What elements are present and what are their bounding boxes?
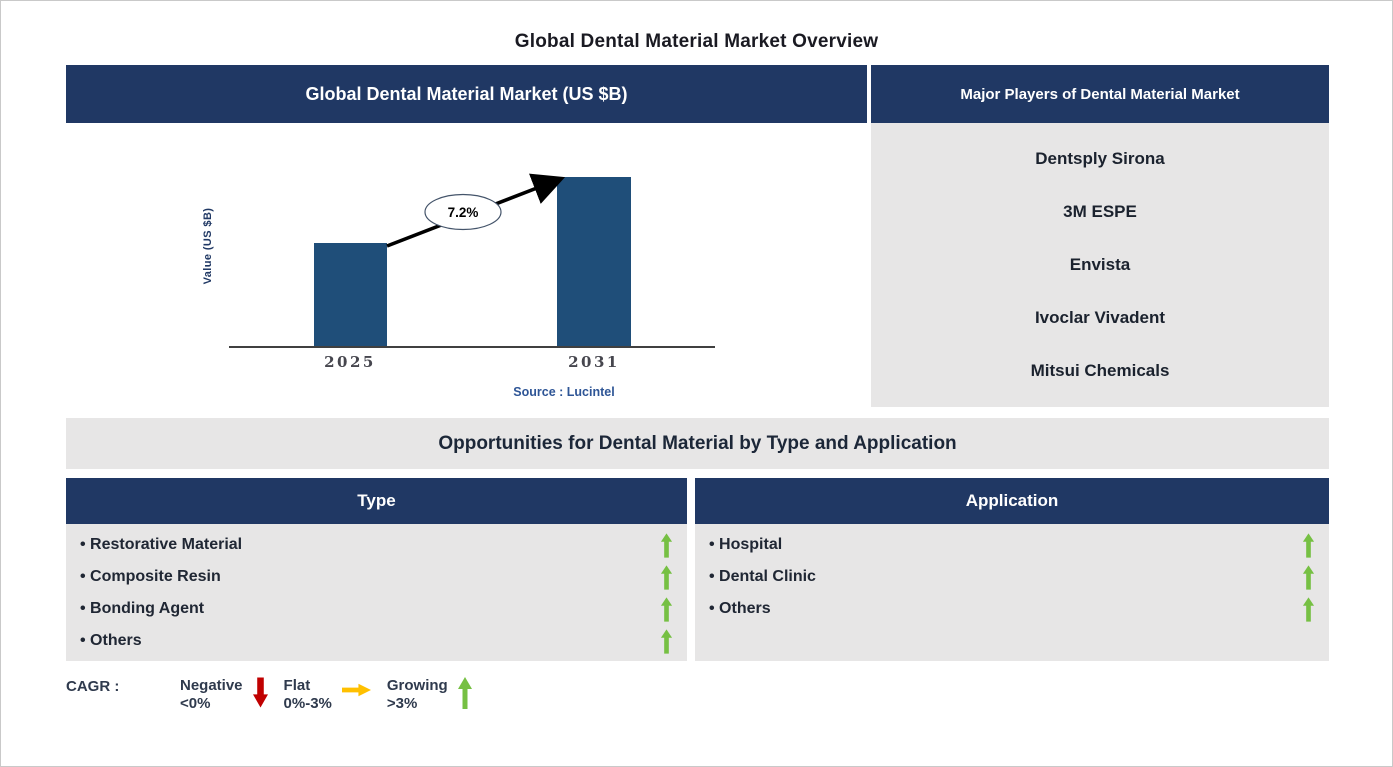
list-item: Composite Resin [66,561,687,593]
y-axis-label: Value (US $B) [202,207,214,285]
chart-panel-header: Global Dental Material Market (US $B) [66,65,867,123]
players-panel-header-label: Major Players of Dental Material Market [960,85,1240,103]
legend-title: CAGR : [66,678,120,695]
application-header-label: Application [965,491,1059,510]
trend-up-arrow-icon [1302,597,1315,622]
trend-up-arrow-icon [660,597,673,622]
negative-down-arrow-icon [252,677,268,708]
cagr-arrow-overlay: 7.2% [386,173,566,248]
bar-2025 [314,243,387,347]
player-item: Mitsui Chemicals [1030,360,1170,380]
growing-up-arrow-icon [457,677,472,709]
cagr-value-label: 7.2% [448,205,479,220]
opportunities-band: Opportunities for Dental Material by Typ… [66,418,1329,469]
player-item: Envista [1069,254,1131,274]
type-item-label: Composite Resin [80,568,221,586]
opportunities-title: Opportunities for Dental Material by Typ… [438,432,957,454]
trend-up-arrow-icon [1302,533,1315,558]
player-item: 3M ESPE [1063,202,1137,222]
x-tick-2031: 2031 [568,353,620,371]
chart-panel-header-label: Global Dental Material Market (US $B) [305,83,628,104]
type-item-label: Others [80,632,142,650]
legend-flat-label: Flat [283,677,311,694]
players-list: Dentsply Sirona 3M ESPE Envista Ivoclar … [871,123,1329,407]
legend-entry-growing: Growing >3% [387,677,474,713]
cagr-growth-arrow [386,173,566,248]
list-item: Restorative Material [66,529,687,561]
trend-up-arrow-icon [660,533,673,558]
bar-chart: Value (US $B) 2025 2031 7.2% Source : Lu… [66,123,867,413]
players-panel-header: Major Players of Dental Material Market [871,65,1329,123]
type-item-label: Bonding Agent [80,600,204,618]
legend-growing-label: Growing [386,677,448,694]
type-column-body: Restorative Material Composite Resin Bon… [66,524,687,661]
flat-right-arrow-icon [341,683,371,697]
trend-up-arrow-icon [660,629,673,654]
legend-growing-range: >3% [386,695,418,712]
bar-2031 [557,177,631,347]
legend-entry-flat: Flat 0%-3% [284,677,373,713]
list-item: Others [66,625,687,657]
type-item-label: Restorative Material [80,536,242,554]
legend-negative-range: <0% [180,695,211,712]
application-item-label: Dental Clinic [709,568,816,586]
x-tick-2025: 2025 [324,353,376,371]
legend-flat-range: 0%-3% [283,695,332,712]
legend-negative-label: Negative [180,677,243,694]
application-item-label: Others [709,600,771,618]
legend-entry-negative: Negative <0% [180,677,270,713]
trend-up-arrow-icon [1302,565,1315,590]
application-column-header: Application [695,478,1329,524]
cagr-legend: CAGR : Negative <0% Flat 0%-3% Growing >… [66,677,488,713]
application-item-label: Hospital [709,536,782,554]
x-axis-line [229,346,715,348]
player-item: Dentsply Sirona [1035,149,1165,169]
application-column-body: Hospital Dental Clinic Others [695,524,1329,661]
source-note: Source : Lucintel [513,385,615,399]
list-item: Hospital [695,529,1329,561]
trend-up-arrow-icon [660,565,673,590]
player-item: Ivoclar Vivadent [1034,307,1166,327]
cagr-ellipse [424,193,502,231]
page-title: Global Dental Material Market Overview [514,31,879,52]
type-header-label: Type [357,491,396,510]
list-item: Others [695,593,1329,625]
type-column-header: Type [66,478,687,524]
list-item: Bonding Agent [66,593,687,625]
list-item: Dental Clinic [695,561,1329,593]
